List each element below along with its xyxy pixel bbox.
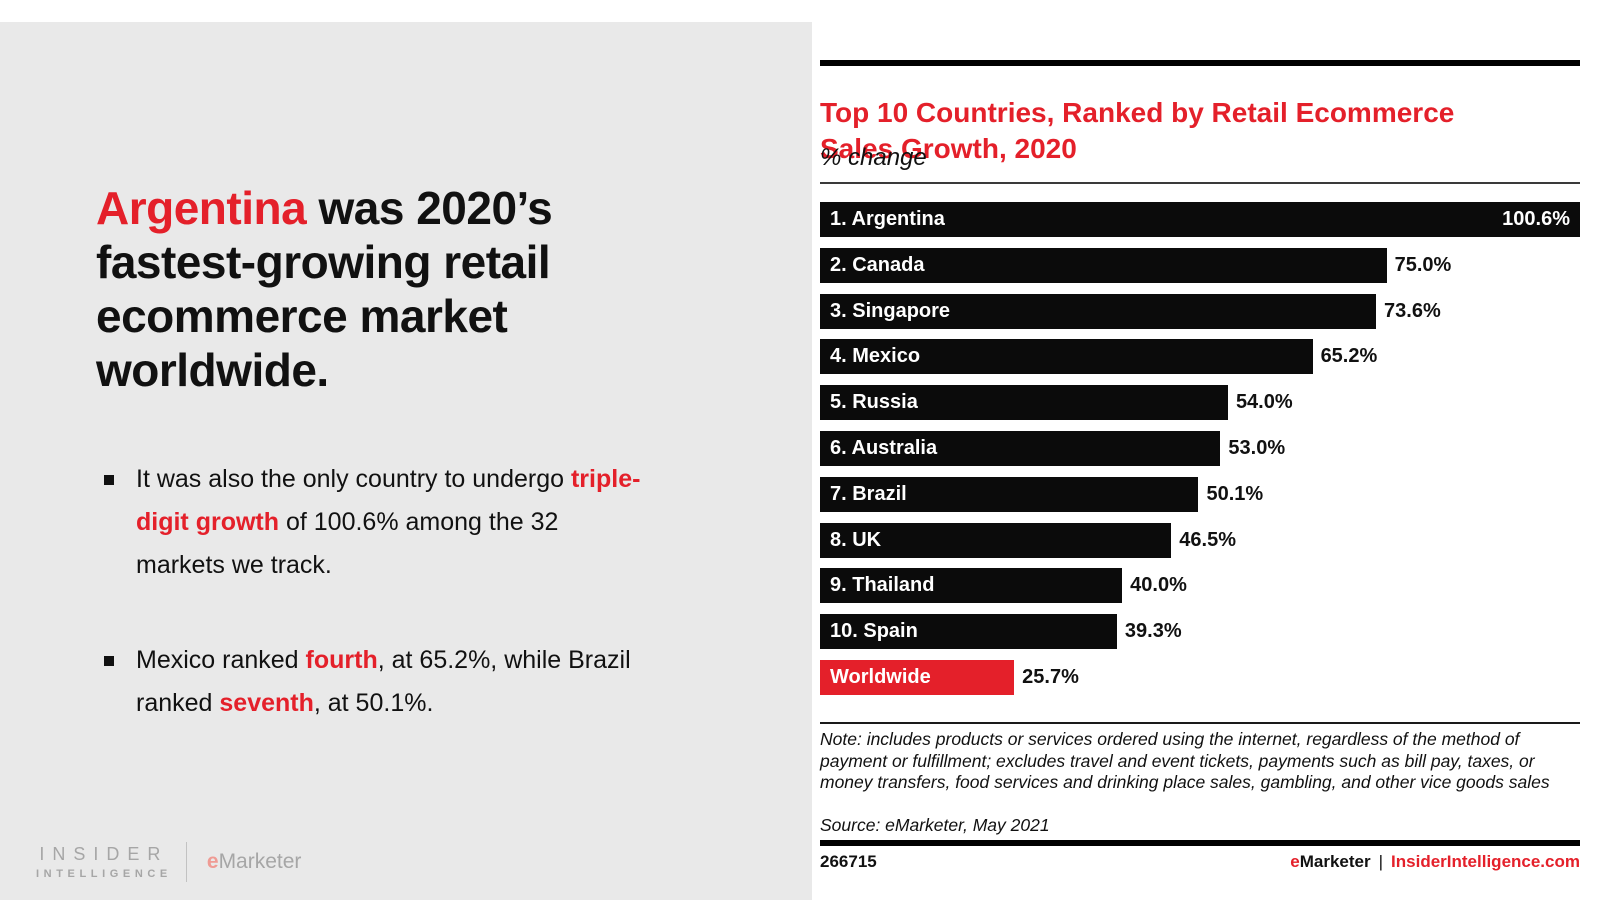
chart-note: Note: includes products or services orde…	[820, 729, 1550, 792]
chart-top-rule	[820, 60, 1580, 66]
bar-category-label: 1. Argentina	[830, 208, 945, 230]
chart-source: Source: eMarketer, May 2021	[820, 815, 1050, 835]
text-segment: triple-digit growth	[136, 465, 641, 536]
text-segment: seventh	[219, 689, 314, 717]
bar-row: Worldwide 25.7%	[820, 659, 1580, 695]
bullet-square-icon	[104, 656, 114, 666]
text-segment: fourth	[305, 646, 378, 674]
text-segment: It was also the only country to undergo	[136, 465, 571, 493]
emarketer-rest: Marketer	[218, 850, 302, 873]
bar-category-label: 10. Spain	[830, 620, 918, 643]
bar-chart: 1. Argentina 100.6% 2. Canada 75.0% 3. Singa…	[820, 202, 1580, 706]
bar-value-label: 73.6%	[1384, 299, 1441, 322]
bullet-item: Mexico ranked fourth, at 65.2%, while Br…	[104, 639, 652, 725]
footer-emarketer-e: e	[1290, 852, 1300, 871]
footer-brand: eMarketer | InsiderIntelligence.com	[1290, 852, 1580, 872]
bar-value-label: 46.5%	[1179, 528, 1236, 551]
chart-title: Top 10 Countries, Ranked by Retail Ecomm…	[820, 97, 1455, 165]
bar-category-label: Worldwide	[830, 665, 931, 688]
text-segment: Mexico ranked	[136, 646, 306, 674]
insider-intelligence-link[interactable]: InsiderIntelligence.com	[1391, 852, 1580, 871]
bar-row: 6. Australia 53.0%	[820, 430, 1580, 466]
text-segment: Argentina	[96, 181, 307, 234]
footer-emarketer-rest: Marketer	[1299, 852, 1371, 871]
bar-category-label: 3. Singapore	[830, 299, 951, 322]
bar-value-label: 53.0%	[1228, 436, 1286, 459]
insider-intelligence-wordmark: INSIDER INTELLIGENCE	[36, 844, 172, 880]
page-title: Argentina was 2020’s fastest-growing ret…	[96, 181, 654, 397]
footer-emarketer-wordmark: eMarketer	[1290, 852, 1370, 872]
bar: 9. Thailand	[820, 568, 1123, 604]
bullet-square-icon	[104, 475, 114, 485]
bar: 8. UK	[820, 522, 1172, 558]
bar-value-label: 50.1%	[1206, 482, 1264, 505]
bar: 3. Singapore	[820, 293, 1377, 329]
footer-separator: |	[1378, 852, 1384, 871]
logo-line-intelligence: INTELLIGENCE	[36, 868, 172, 880]
bar: 7. Brazil	[820, 476, 1199, 512]
bar-value-label: 54.0%	[1235, 391, 1293, 414]
bar: 4. Mexico	[820, 339, 1313, 375]
bar: Worldwide	[820, 659, 1015, 695]
bar-row: 1. Argentina 100.6%	[820, 202, 1580, 237]
text-segment: , at 65.2%, while Brazil ranked	[136, 646, 631, 717]
bar: 2. Canada	[820, 247, 1387, 283]
bar-category-label: 9. Thailand	[830, 574, 935, 597]
bar-category-label: 5. Russia	[830, 391, 918, 414]
emarketer-e: e	[206, 850, 219, 873]
text-segment: of 100.6% among the 32 markets we track.	[136, 508, 559, 579]
bar-row: 5. Russia 54.0%	[820, 385, 1580, 421]
insider-intelligence-emarketer-logo: INSIDER INTELLIGENCE eMarketer	[36, 842, 301, 882]
bar: 6. Australia	[820, 430, 1221, 466]
bar: 1. Argentina 100.6%	[820, 202, 1580, 237]
bar-value-label: 100.6%	[1502, 208, 1570, 230]
bullet-text: It was also the only country to undergo …	[136, 458, 652, 587]
note-top-rule	[820, 722, 1580, 724]
chart-subtitle: % change	[820, 144, 927, 171]
bullet-text: Mexico ranked fourth, at 65.2%, while Br…	[136, 639, 652, 725]
bar-value-label: 65.2%	[1320, 345, 1378, 368]
bar-category-label: 4. Mexico	[830, 345, 921, 368]
chart-bottom-rule	[820, 840, 1580, 846]
chart-panel: Top 10 Countries, Ranked by Retail Ecomm…	[820, 0, 1580, 900]
bar-row: 9. Thailand 40.0%	[820, 568, 1580, 604]
bar-row: 7. Brazil 50.1%	[820, 476, 1580, 512]
bar: 10. Spain	[820, 614, 1117, 650]
bullet-item: It was also the only country to undergo …	[104, 458, 652, 587]
bar-row: 8. UK 46.5%	[820, 522, 1580, 558]
text-segment: was 2020’s fastest-growing retail ecomme…	[96, 181, 553, 396]
bar-row: 2. Canada 75.0%	[820, 247, 1580, 283]
bar-category-label: 2. Canada	[830, 253, 925, 276]
bar-category-label: 7. Brazil	[830, 482, 907, 505]
bar: 5. Russia	[820, 385, 1228, 421]
left-panel: Argentina was 2020’s fastest-growing ret…	[0, 22, 812, 900]
bullet-list: It was also the only country to undergo …	[104, 458, 652, 777]
bar-value-label: 40.0%	[1130, 574, 1187, 597]
logo-line-insider: INSIDER	[39, 844, 169, 864]
bar-category-label: 6. Australia	[830, 436, 938, 459]
bar-row: 3. Singapore 73.6%	[820, 293, 1580, 329]
bar-value-label: 39.3%	[1124, 620, 1182, 643]
chart-subtitle-rule	[820, 182, 1580, 184]
bar-value-label: 25.7%	[1022, 665, 1079, 688]
emarketer-wordmark: eMarketer	[207, 850, 302, 874]
bar-row: 4. Mexico 65.2%	[820, 339, 1580, 375]
text-segment: , at 50.1%.	[313, 689, 434, 717]
bar-value-label: 75.0%	[1394, 253, 1452, 276]
chart-id: 266715	[820, 852, 877, 871]
bar-row: 10. Spain 39.3%	[820, 614, 1580, 650]
bar-category-label: 8. UK	[830, 528, 882, 551]
logo-divider	[185, 842, 187, 882]
chart-footer: 266715 eMarketer | InsiderIntelligence.c…	[820, 852, 1580, 872]
